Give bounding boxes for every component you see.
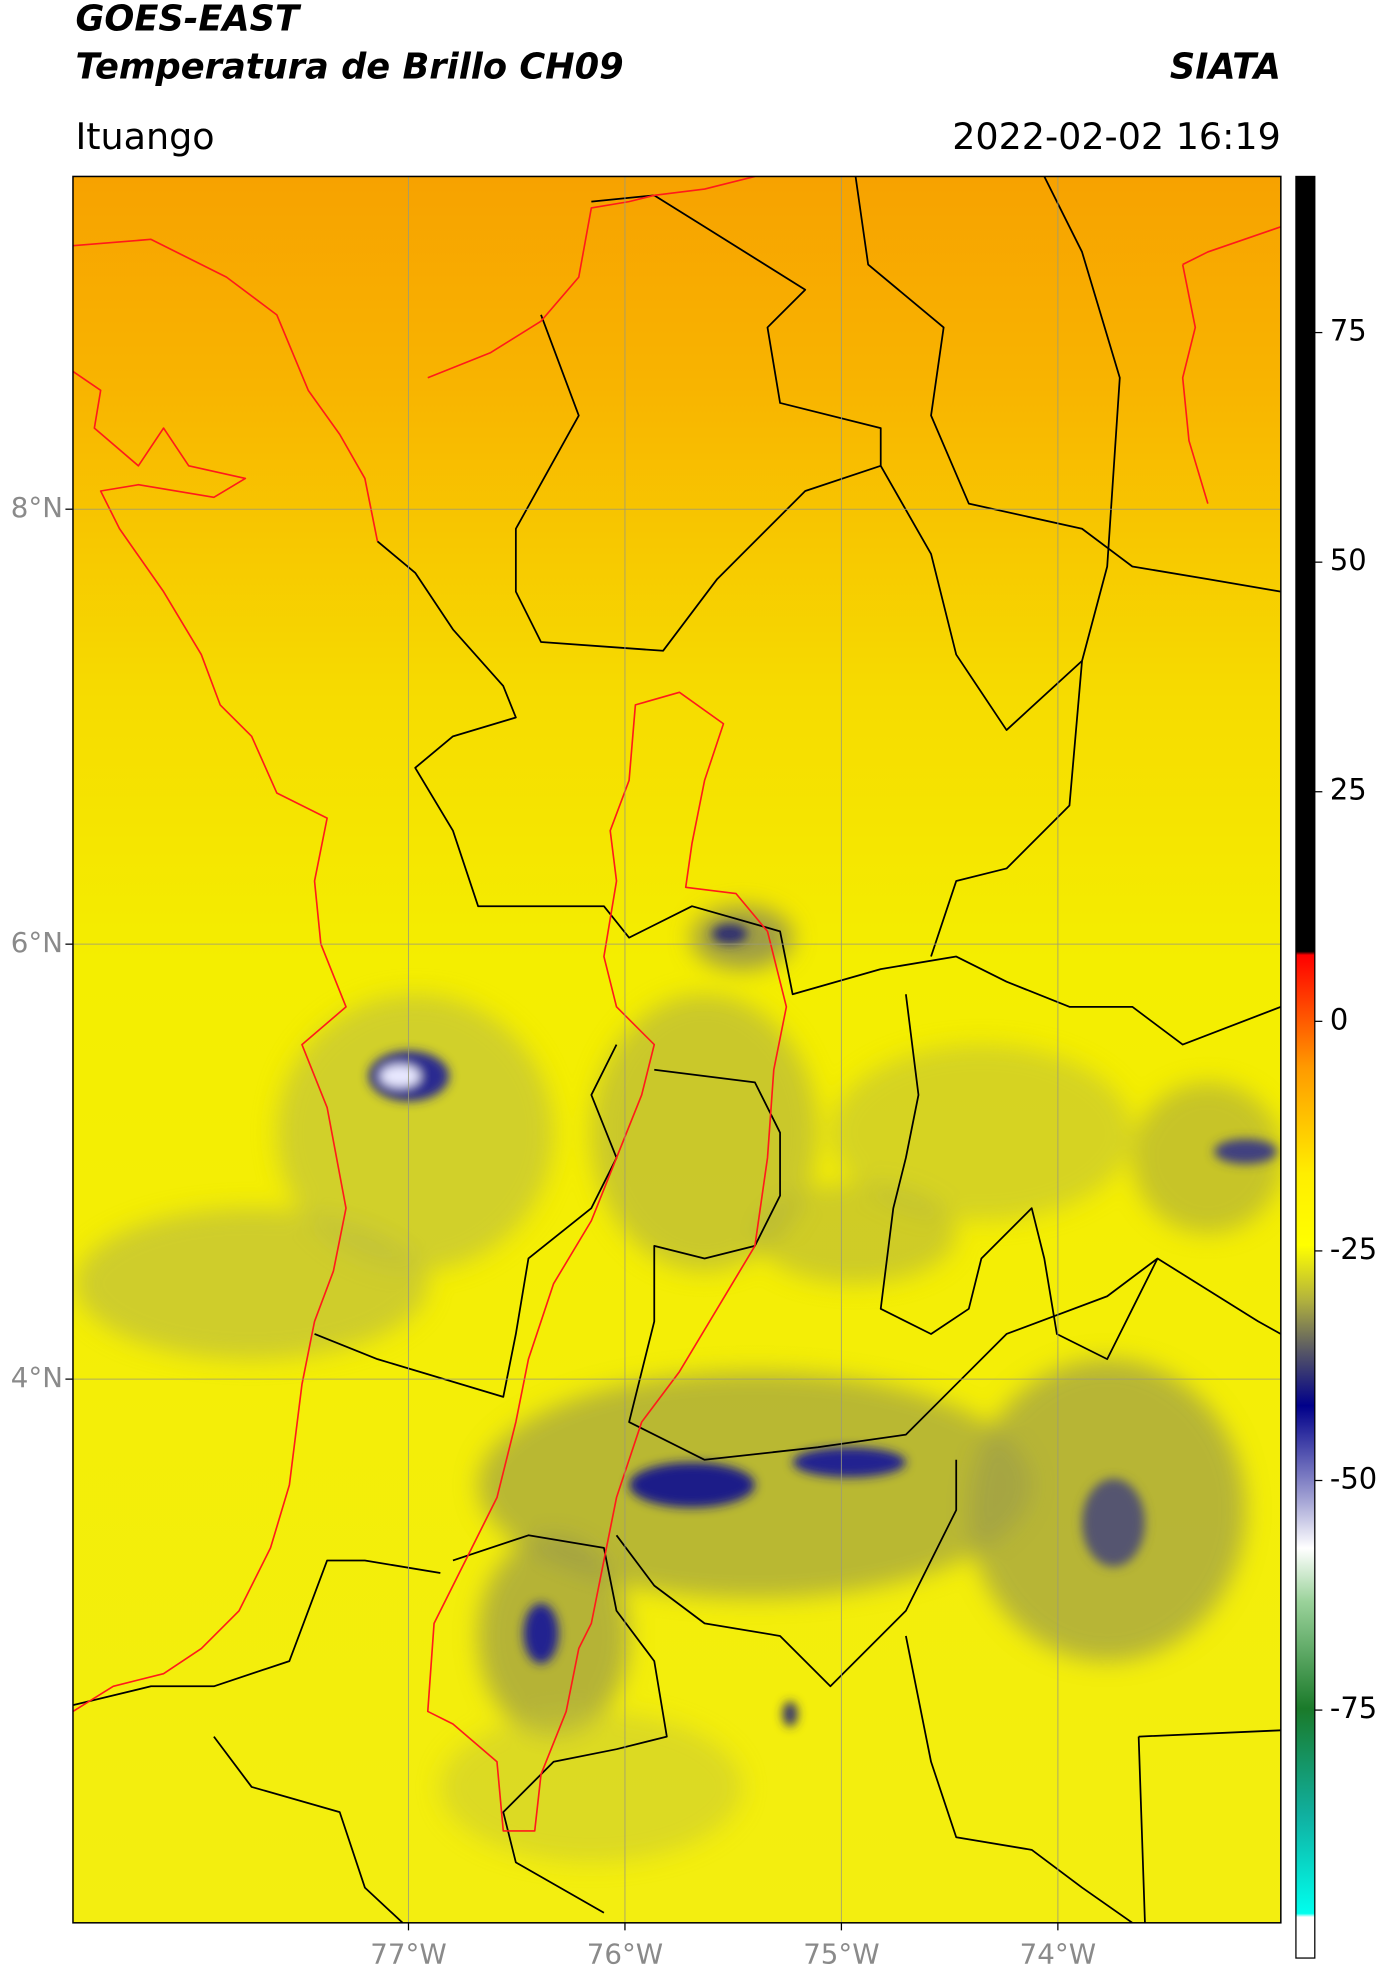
agency: SIATA	[1170, 46, 1281, 87]
title: GOES-EAST	[75, 0, 302, 40]
colorbar-tick-label: -75	[1330, 1691, 1377, 1725]
colorbar-tick-label: 75	[1330, 314, 1367, 348]
graticule	[72, 176, 1281, 1923]
subtitle: Temperatura de Brillo CH09	[75, 46, 623, 87]
borders	[72, 176, 1281, 1923]
y-tick-label: 4°N	[11, 1361, 63, 1394]
y-tick-label: 8°N	[11, 491, 63, 524]
map-frame	[72, 175, 1282, 1924]
x-tick-label: 74°W	[1020, 1938, 1096, 1971]
colorbar-tick-label: -50	[1330, 1462, 1377, 1496]
colorbar-tick-label: 50	[1330, 543, 1367, 577]
colorbar-tick-label: 25	[1330, 773, 1367, 807]
coastline-and-basin	[72, 176, 1281, 1832]
datetime: 2022-02-02 16:19	[952, 115, 1281, 158]
colorbar	[1295, 175, 1316, 1959]
cloud-field	[75, 906, 1281, 1863]
x-tick-label: 76°W	[587, 1938, 663, 1971]
x-tick-label: 75°W	[803, 1938, 879, 1971]
colorbar-tick-label: -25	[1330, 1232, 1377, 1266]
location: Ituango	[75, 115, 214, 158]
map-area	[72, 176, 1281, 1923]
x-tick-label: 77°W	[370, 1938, 446, 1971]
y-tick-label: 6°N	[11, 926, 63, 959]
colorbar-tick-label: 0	[1330, 1002, 1348, 1036]
